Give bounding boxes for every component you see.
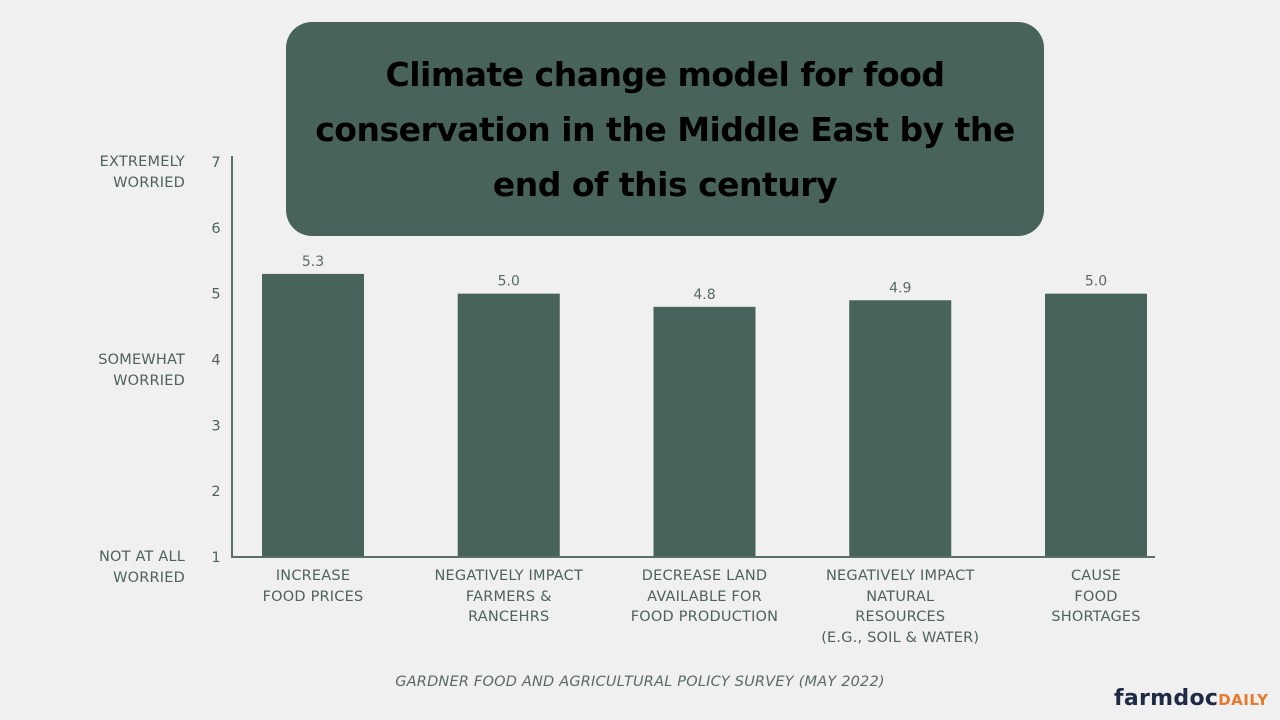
bar-1 [262, 273, 364, 557]
farmdoc-daily-logo: farmdocDAILY [1114, 686, 1268, 711]
data-label-2: 5.0 [498, 274, 520, 290]
bar-4 [849, 300, 952, 557]
x-tick-label: INCREASE FOOD PRICES [262, 568, 364, 605]
chart-title: Climate change model for food conservati… [315, 54, 1015, 204]
y-tick-label: 7 [211, 155, 220, 171]
bars-group: 5.3 5.0 4.8 4.9 5.0 [262, 254, 1147, 557]
y-ticks-group: 1 2 3 4 5 6 7 [211, 155, 220, 566]
y-tick-label: 4 [211, 353, 220, 369]
data-label-3: 4.8 [693, 287, 715, 303]
data-label-4: 4.9 [889, 280, 911, 296]
logo-secondary: DAILY [1218, 691, 1269, 709]
y-tick-label: 5 [211, 287, 220, 303]
title-banner: Climate change model for food conservati… [286, 22, 1044, 236]
x-tick-label: NEGATIVELY IMPACT FARMERS & RANCEHRS [434, 568, 584, 625]
x-tick-label: NEGATIVELY IMPACT NATURAL RESOURCES (E.G… [821, 568, 980, 646]
y-tick-label: 2 [211, 484, 220, 500]
x-tick-label: CAUSE FOOD SHORTAGES [1051, 568, 1141, 625]
y-category-label: SOMEWHAT WORRIED [98, 351, 185, 389]
y-category-label: NOT AT ALL WORRIED [98, 549, 185, 586]
source-caption: GARDNER FOOD AND AGRICULTURAL POLICY SUR… [395, 674, 885, 690]
logo-primary: farmdoc [1114, 686, 1219, 711]
bar-5 [1045, 293, 1147, 557]
y-tick-label: 1 [211, 550, 220, 566]
x-tick-label: DECREASE LAND AVAILABLE FOR FOOD PRODUCT… [630, 568, 779, 625]
bar-2 [457, 293, 560, 557]
data-label-5: 5.0 [1085, 274, 1107, 290]
y-tick-label: 6 [211, 221, 220, 237]
y-category-label: EXTREMELY WORRIED [99, 154, 185, 191]
data-label-1: 5.3 [302, 254, 324, 270]
y-tick-label: 3 [211, 418, 220, 434]
bar-3 [653, 306, 756, 557]
